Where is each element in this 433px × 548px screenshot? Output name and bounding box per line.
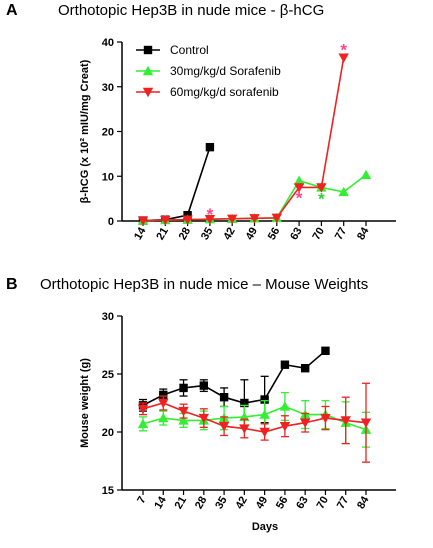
p1-x-tick-label: 35	[199, 226, 216, 243]
p2-data-point	[259, 409, 270, 419]
legend-label: 30mg/kg/d Sorafenib	[170, 64, 281, 78]
legend-marker	[143, 45, 153, 55]
p2-x-tick-label: 14	[152, 494, 169, 511]
p2-data-point	[159, 390, 168, 400]
p2-data-point	[299, 418, 311, 428]
p1-significance-marker: *	[318, 190, 325, 209]
panel-a-title: Orthotopic Hep3B in nude mice - β-hCG	[58, 2, 325, 19]
p2-data-point	[239, 424, 250, 434]
p1-series-line	[142, 146, 211, 222]
p1-data-point	[360, 169, 372, 180]
p1-x-tick-label: 70	[310, 226, 327, 243]
p2-data-point	[178, 406, 189, 417]
p2-x-tick-label: 21	[173, 495, 190, 512]
p1-y-tick-label: 0	[108, 216, 114, 228]
p1-series-line	[142, 57, 345, 222]
p2-y-tick-label: 15	[102, 485, 114, 497]
p1-data-point	[338, 53, 349, 63]
p2-data-point	[179, 383, 188, 393]
p1-data-point	[137, 216, 149, 226]
p1-y-tick-label: 10	[102, 171, 114, 183]
p1-data-point	[227, 214, 238, 224]
p2-data-point	[178, 415, 189, 425]
p2-y-tick-label: 20	[102, 427, 114, 439]
p1-x-tick-label: 42	[221, 226, 238, 243]
p1-x-tick-label: 21	[154, 226, 171, 243]
p2-y-tick-label: 30	[102, 311, 114, 323]
legend-label: Control	[170, 43, 209, 57]
p2-data-point	[158, 412, 169, 423]
p2-x-tick-label: 56	[274, 495, 291, 512]
p2-x-tick-label: 70	[315, 495, 332, 512]
p2-x-tick-label: 84	[355, 494, 372, 511]
p2-data-point	[137, 404, 149, 414]
p2-x-tick-label: 42	[233, 495, 250, 512]
p1-data-point	[160, 215, 171, 226]
p2-x-tick-label: 49	[254, 495, 271, 512]
p2-x-tick-label: 28	[193, 495, 210, 512]
p2-data-point	[300, 364, 310, 373]
p1-data-point	[293, 183, 305, 193]
p1-data-point	[293, 175, 305, 185]
panel-b-title: Orthotopic Hep3B in nude mice – Mouse We…	[40, 276, 369, 293]
p1-y-tick-label: 20	[102, 127, 114, 139]
p2-x-tick-label: 7	[135, 495, 148, 506]
p2-x-tick-label: 35	[213, 495, 230, 512]
p2-data-point	[320, 413, 331, 424]
p1-x-tick-label: 84	[355, 225, 372, 242]
p2-data-point	[199, 381, 209, 390]
p1-x-tick-label: 14	[132, 225, 149, 242]
p1-x-tick-label: 77	[333, 226, 350, 243]
p2-data-point	[218, 422, 230, 432]
panel-a-letter: A	[6, 2, 18, 19]
p2-x-tick-label: 63	[294, 495, 311, 512]
p2-x-axis-title: Days	[252, 521, 278, 533]
p1-x-tick-label: 49	[244, 226, 261, 243]
p1-significance-marker: *	[296, 188, 303, 207]
p2-data-point	[137, 418, 149, 429]
p2-data-point	[340, 416, 351, 426]
p1-y-tick-label: 30	[102, 82, 114, 94]
p2-series-line	[142, 350, 326, 407]
p2-data-point	[240, 398, 249, 408]
p1-data-point	[271, 213, 282, 224]
p2-data-point	[259, 427, 270, 438]
legend-marker	[142, 65, 154, 76]
p1-data-point	[204, 215, 216, 225]
p2-series-line	[142, 405, 367, 431]
p1-data-point	[249, 214, 260, 224]
p2-data-point	[219, 393, 229, 402]
p1-y-axis-title: β-hCG (x 10² mIU/mg Creat)	[79, 59, 91, 203]
p2-x-tick-label: 77	[335, 495, 352, 512]
p1-significance-marker: *	[340, 41, 347, 60]
p2-data-point	[260, 395, 269, 404]
p1-x-tick-label: 63	[288, 226, 305, 243]
panel-b-letter: B	[6, 276, 18, 293]
p1-x-tick-label: 28	[177, 226, 194, 243]
p2-y-tick-label: 25	[102, 369, 114, 381]
p1-significance-marker: *	[207, 205, 214, 224]
p2-data-point	[360, 418, 372, 428]
p2-data-point	[198, 413, 210, 424]
p2-data-point	[280, 360, 290, 369]
p2-data-point	[158, 398, 169, 409]
p1-x-tick-label: 56	[266, 226, 283, 243]
p2-data-point	[279, 401, 291, 411]
p2-data-point	[279, 422, 291, 432]
legend-marker	[142, 87, 154, 98]
p1-y-tick-label: 40	[102, 37, 114, 49]
p2-data-point	[321, 346, 330, 355]
p2-y-axis-title: Mouse weight (g)	[79, 358, 91, 448]
p1-data-point	[182, 215, 193, 225]
legend-label: 60mg/kg/d sorafenib	[170, 85, 279, 99]
p1-data-point	[316, 183, 327, 193]
p1-data-point	[338, 186, 349, 197]
p1-data-point	[205, 142, 215, 152]
